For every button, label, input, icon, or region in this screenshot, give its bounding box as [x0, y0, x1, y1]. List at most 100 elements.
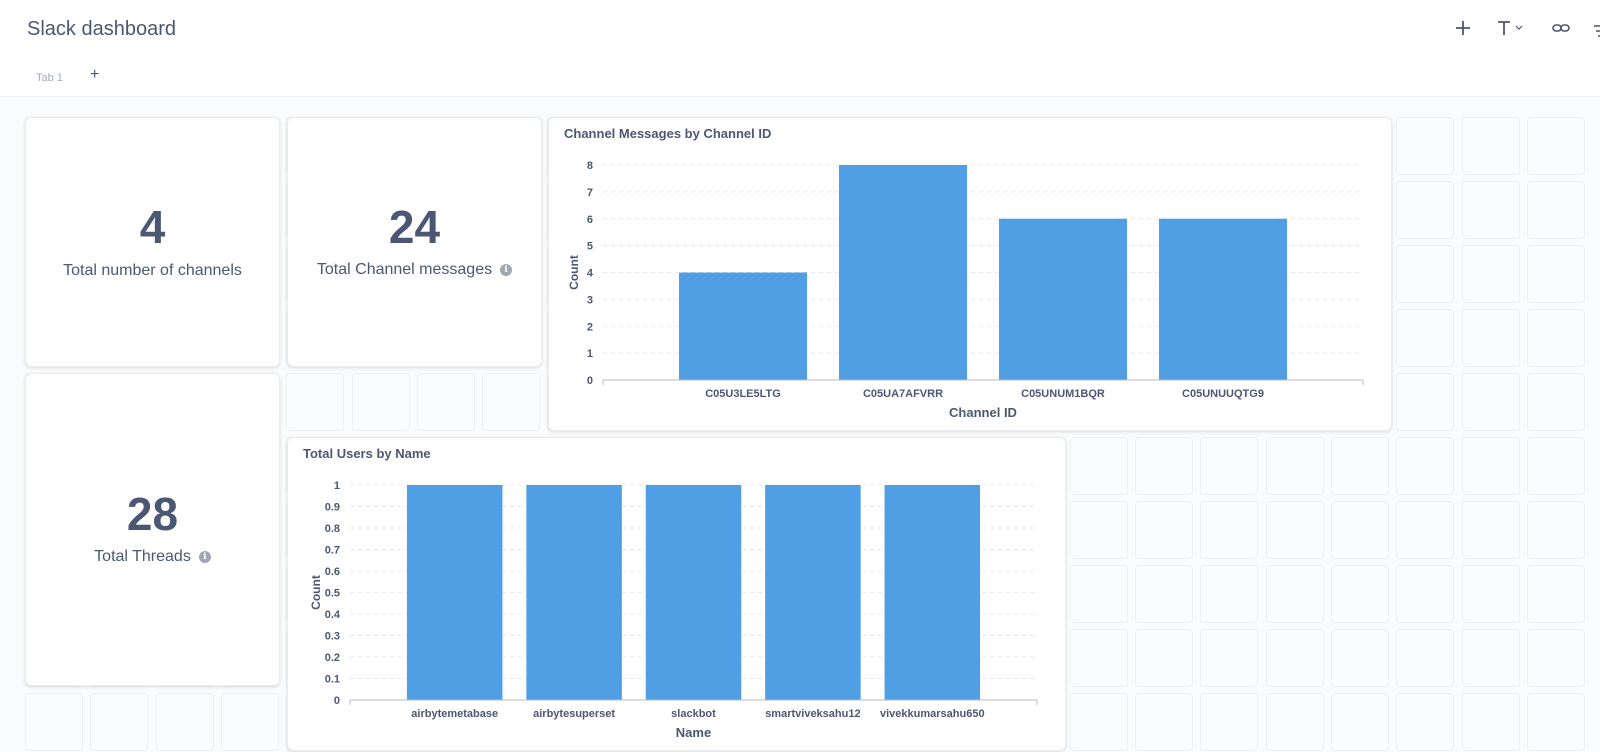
- y-tick-label: 1: [334, 480, 340, 492]
- grid-cell: [286, 373, 345, 431]
- grid-cell: [1396, 245, 1455, 303]
- grid-cell: [1135, 693, 1194, 751]
- grid-cell: [1135, 565, 1194, 623]
- grid-cell: [1461, 245, 1520, 303]
- add-tab-button[interactable]: +: [90, 66, 100, 83]
- grid-cell: [1069, 437, 1128, 495]
- y-tick-label: 4: [587, 268, 594, 280]
- link-icon[interactable]: [1552, 21, 1570, 40]
- tab-1[interactable]: Tab 1: [36, 72, 63, 84]
- y-tick-label: 0.1: [325, 674, 340, 686]
- bar: [884, 485, 981, 700]
- grid-cell: [1265, 501, 1324, 559]
- grid-cell: [1526, 309, 1585, 367]
- y-tick-label: 6: [587, 214, 593, 226]
- grid-cell: [1200, 565, 1259, 623]
- grid-cell: [1135, 501, 1194, 559]
- y-tick-label: 0.4: [325, 609, 341, 621]
- y-axis-label: Count: [309, 575, 323, 610]
- grid-cell: [1069, 501, 1128, 559]
- grid-cell: [1461, 629, 1520, 687]
- total-messages-card[interactable]: 24 Total Channel messages i: [287, 117, 542, 367]
- y-tick-label: 0.5: [325, 588, 340, 600]
- channel-messages-chart-card[interactable]: Channel Messages by Channel ID 0 1 2 3 4 5 6 7 8…: [548, 117, 1392, 431]
- grid-cell: [1265, 565, 1324, 623]
- x-tick-label: smartviveksahu12: [765, 708, 860, 720]
- filter-icon[interactable]: [1594, 24, 1600, 42]
- total-messages-label-row: Total Channel messages i: [288, 261, 541, 279]
- grid-cell: [1526, 245, 1585, 303]
- x-tick-label: slackbot: [671, 708, 716, 720]
- info-icon[interactable]: i: [500, 263, 513, 276]
- bar: [1159, 218, 1287, 380]
- grid-cell: [1396, 437, 1455, 495]
- total-threads-label: Total Threads: [94, 548, 191, 565]
- grid-cell: [482, 373, 541, 431]
- grid-cell: [351, 373, 410, 431]
- bar: [999, 218, 1127, 380]
- grid-cell: [1200, 437, 1259, 495]
- grid-cell: [1200, 629, 1259, 687]
- grid-cell: [1461, 693, 1520, 751]
- total-threads-card[interactable]: 28 Total Threads i: [25, 373, 280, 686]
- grid-cell: [1331, 629, 1389, 687]
- total-threads-value: 28: [126, 488, 179, 540]
- grid-cell: [1526, 373, 1585, 431]
- grid-cell: [25, 693, 83, 751]
- grid-cell: [1396, 373, 1455, 431]
- bar: [645, 485, 742, 700]
- total-channels-value: 4: [139, 201, 166, 253]
- grid-cell: [1396, 565, 1455, 623]
- grid-cell: [1135, 437, 1194, 495]
- bar: [765, 485, 861, 700]
- x-axis-label: Name: [676, 725, 711, 740]
- users-by-name-bar-chart: 0 0.1 0.2 0.3 0.4 0.5 0.6 0.7 0.8 0.9 1 airbytemeta…: [309, 480, 1038, 740]
- grid-cell: [1461, 373, 1520, 431]
- grid-cell: [1461, 501, 1520, 559]
- grid-cell: [1396, 181, 1455, 239]
- grid-cell: [1396, 693, 1455, 751]
- grid-cell: [1265, 693, 1324, 751]
- y-tick-label: 3: [587, 294, 593, 306]
- chart-title[interactable]: Total Users by Name: [303, 446, 431, 461]
- grid-cell: [1396, 629, 1455, 687]
- total-threads-label-row: Total Threads i: [26, 548, 279, 566]
- y-tick-label: 7: [587, 187, 593, 199]
- y-tick-label: 0.7: [325, 545, 340, 557]
- grid-cell: [1135, 629, 1194, 687]
- x-tick-label: C05UA7AFVRR: [863, 388, 943, 400]
- grid-cell: [1461, 309, 1520, 367]
- grid-cell: [1461, 117, 1520, 175]
- x-tick-label: C05UNUM1BQR: [1021, 388, 1105, 400]
- y-tick-label: 0: [587, 375, 593, 387]
- grid-cell: [1526, 501, 1585, 559]
- grid-cell: [1200, 693, 1259, 751]
- add-icon[interactable]: [1455, 20, 1471, 41]
- dashboard-header: Slack dashboard Tab 1 +: [0, 0, 1600, 97]
- grid-cell: [1526, 117, 1585, 175]
- chart-title[interactable]: Channel Messages by Channel ID: [564, 126, 772, 141]
- text-icon[interactable]: [1497, 20, 1527, 41]
- bar: [526, 485, 622, 700]
- grid-cell: [1526, 693, 1585, 751]
- y-tick-label: 0.3: [325, 631, 340, 643]
- x-tick-label: vivekkumarsahu650: [880, 708, 985, 720]
- dashboard-title[interactable]: Slack dashboard: [27, 18, 176, 40]
- total-messages-value: 24: [388, 201, 441, 253]
- y-tick-label: 0: [334, 695, 340, 707]
- grid-cell: [1526, 565, 1585, 623]
- info-icon[interactable]: i: [198, 550, 211, 563]
- channel-messages-bar-chart: 0 1 2 3 4 5 6 7 8 C05U3LE5LTG C05UA7AFVRR C05UNUM1B…: [567, 160, 1364, 420]
- grid-cell: [1265, 629, 1324, 687]
- grid-cell: [1069, 629, 1128, 687]
- bar: [679, 272, 807, 380]
- bar: [406, 485, 503, 700]
- grid-cell: [1069, 693, 1128, 751]
- grid-cell: [1396, 117, 1455, 175]
- total-channels-card[interactable]: 4 Total number of channels: [25, 117, 280, 367]
- y-tick-label: 0.2: [325, 652, 340, 664]
- y-tick-label: 0.8: [325, 523, 340, 535]
- x-tick-label: C05UNUUQTG9: [1182, 388, 1264, 400]
- users-by-name-chart-card[interactable]: Total Users by Name 0 0.1 0.2 0.3 0.4 0.5 0.6 0…: [287, 437, 1066, 751]
- bar: [839, 165, 967, 380]
